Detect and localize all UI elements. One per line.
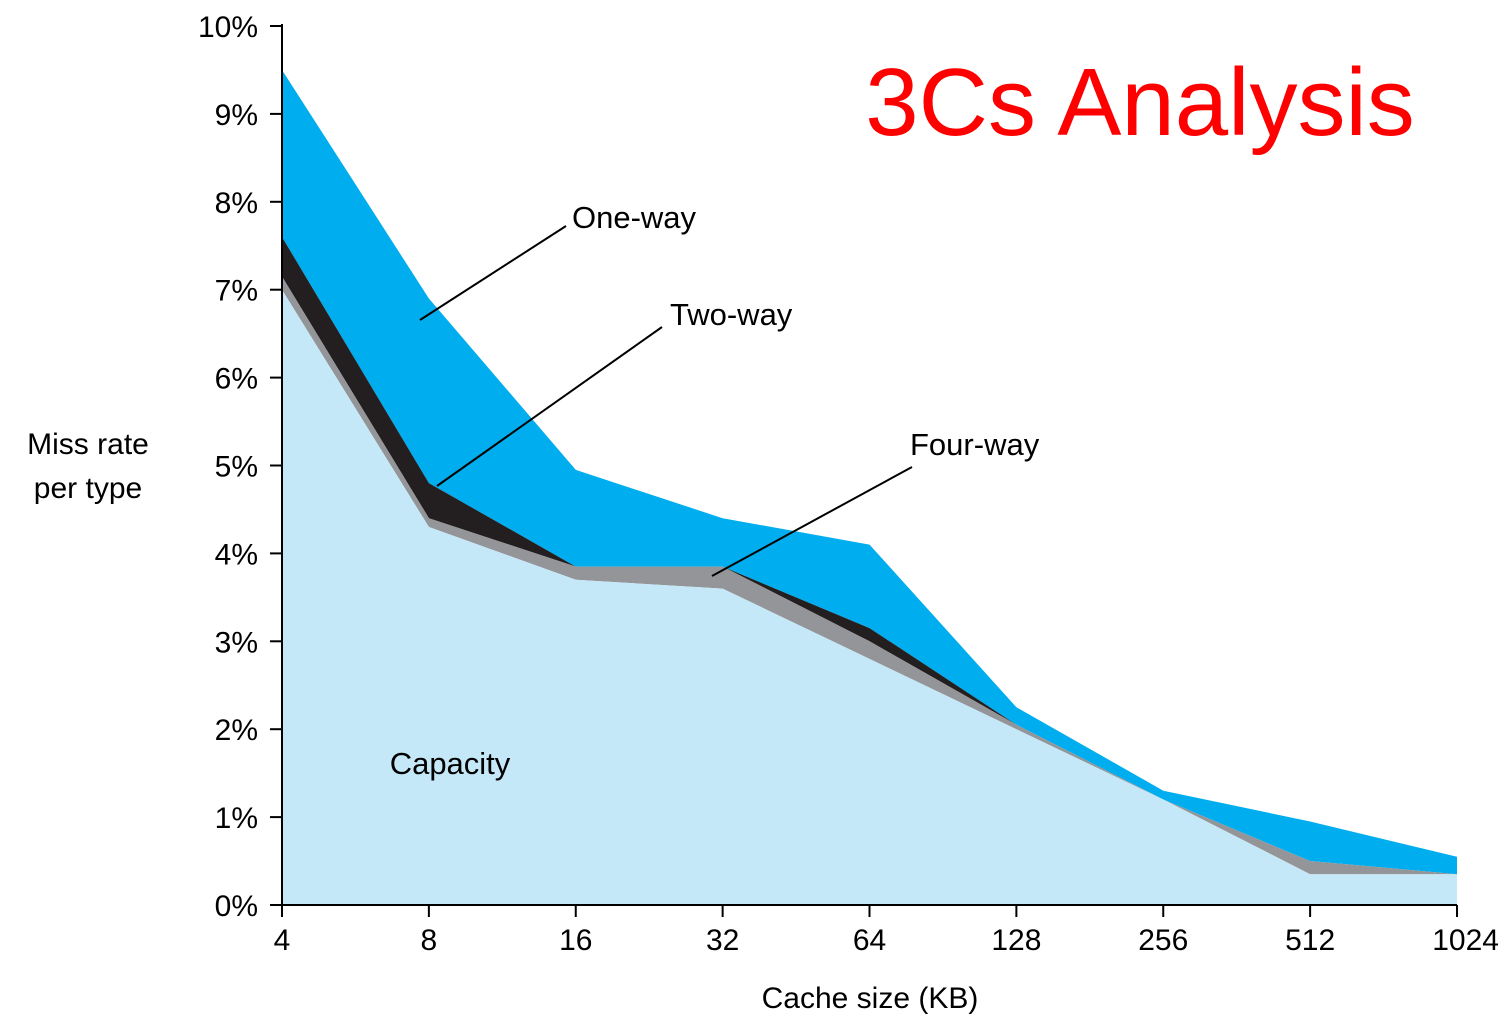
y-axis-title-line-1: Miss rate xyxy=(27,428,149,461)
annotation-label: One-way xyxy=(572,200,697,235)
y-tick-label: 4% xyxy=(215,538,258,571)
y-tick-label: 0% xyxy=(215,890,258,923)
annotation-leader-line xyxy=(419,225,567,321)
areas-layer xyxy=(282,70,1457,905)
annotation-label: Four-way xyxy=(910,427,1040,462)
y-tick-label: 3% xyxy=(215,626,258,659)
x-tick-label: 128 xyxy=(991,924,1041,957)
annotation-leader-line xyxy=(711,466,913,577)
y-tick-label: 9% xyxy=(215,99,258,132)
annotation-leader-line xyxy=(436,326,663,487)
y-tick-label: 8% xyxy=(215,187,258,220)
slide-title: 3Cs Analysis xyxy=(865,49,1415,156)
y-tick-label: 5% xyxy=(215,451,258,484)
x-tick-label: 16 xyxy=(559,924,592,957)
x-tick-label: 256 xyxy=(1138,924,1188,957)
y-tick-label: 6% xyxy=(215,363,258,396)
y-tick-label: 7% xyxy=(215,275,258,308)
x-tick-label: 64 xyxy=(853,924,886,957)
y-tick-label: 1% xyxy=(215,802,258,835)
area-capacity xyxy=(282,289,1457,905)
x-tick-label: 1024 xyxy=(1432,924,1499,957)
y-axis-title-line-2: per type xyxy=(34,472,142,505)
x-tick-label: 4 xyxy=(274,924,291,957)
ticks-layer: 0% 1% 2% 3% 4% 5% 6% 7% 8% 9% 10% 4 8 16 32 64 128 256 512… xyxy=(198,11,1499,957)
annotations-layer: Capacity One-way Two-way Four-way xyxy=(390,200,1040,781)
x-tick-label: 8 xyxy=(421,924,438,957)
y-tick-label: 10% xyxy=(198,11,258,44)
x-tick-label: 512 xyxy=(1285,924,1335,957)
area-one-way xyxy=(282,70,1457,875)
area-label-capacity: Capacity xyxy=(390,746,511,781)
annotation-label: Two-way xyxy=(670,297,793,332)
x-axis-title: Cache size (KB) xyxy=(762,982,979,1015)
x-tick-label: 32 xyxy=(706,924,739,957)
y-tick-label: 2% xyxy=(215,714,258,747)
